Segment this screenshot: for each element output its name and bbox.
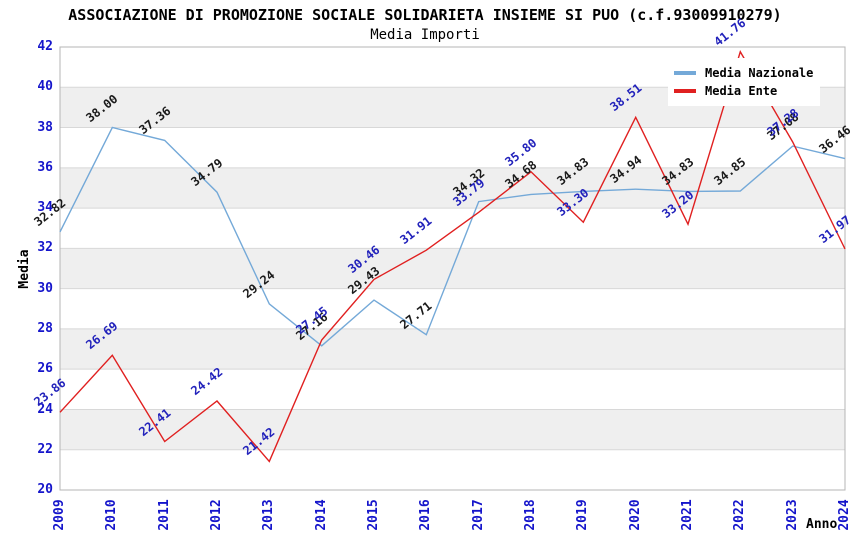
- y-tick-label: 30: [37, 280, 53, 296]
- y-tick-label: 26: [37, 361, 53, 377]
- band: [60, 167, 845, 209]
- y-tick-label: 28: [37, 320, 53, 336]
- y-tick-label: 22: [37, 441, 53, 457]
- x-tick-label: 2022: [732, 498, 748, 531]
- y-tick-label: 42: [37, 39, 53, 54]
- y-tick-label: 36: [37, 159, 53, 175]
- x-tick-label: 2017: [470, 498, 486, 531]
- line-swatch-media-nazionale: [674, 71, 696, 75]
- plot-border: [59, 46, 846, 491]
- y-tick-label: 24: [37, 401, 53, 417]
- x-tick-label: 2013: [261, 498, 277, 531]
- y-tick-label: 34: [37, 200, 53, 216]
- legend-item-media-ente: Media Ente: [674, 82, 820, 100]
- x-tick-label: 2010: [104, 498, 120, 531]
- legend: Media Nazionale Media Ente: [668, 58, 820, 106]
- y-tick-label: 40: [37, 79, 53, 95]
- line-swatch-media-ente: [674, 89, 696, 93]
- legend-item-media-nazionale: Media Nazionale: [674, 64, 820, 82]
- line-media-ente: [59, 50, 846, 463]
- x-tick-label: 2024: [837, 498, 850, 531]
- y-tick-label: 32: [37, 240, 53, 256]
- x-tick-label: 2021: [680, 498, 695, 531]
- x-tick-label: 2015: [366, 498, 381, 531]
- x-tick-label: 2019: [575, 498, 591, 531]
- x-tick-label: 2012: [209, 498, 224, 531]
- legend-label-media-ente: Media Ente: [705, 84, 778, 98]
- legend-label-media-nazionale: Media Nazionale: [705, 66, 814, 80]
- x-tick-label: 2009: [52, 498, 67, 531]
- chart-subtitle: Media Importi: [370, 27, 480, 43]
- x-tick-label: 2020: [627, 498, 643, 531]
- x-tick-label: 2016: [418, 498, 434, 531]
- band: [60, 328, 845, 370]
- y-tick-label: 20: [37, 482, 53, 497]
- band: [60, 409, 845, 450]
- x-tick-label: 2014: [313, 498, 329, 531]
- x-tick-label: 2023: [784, 498, 800, 531]
- x-tick-label: 2018: [523, 498, 538, 531]
- x-tick-label: 2011: [156, 498, 172, 531]
- line-media-nazionale: [59, 126, 846, 347]
- chart-title: ASSOCIAZIONE DI PROMOZIONE SOCIALE SOLID…: [68, 6, 782, 24]
- y-tick-label: 38: [37, 119, 53, 135]
- x-axis-title: Anno: [806, 517, 838, 532]
